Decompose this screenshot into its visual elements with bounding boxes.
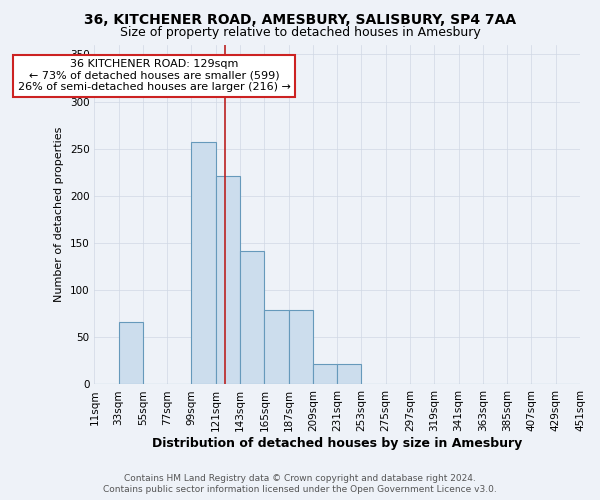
Bar xyxy=(240,250,265,384)
Text: 36 KITCHENER ROAD: 129sqm
← 73% of detached houses are smaller (599)
26% of semi: 36 KITCHENER ROAD: 129sqm ← 73% of detac… xyxy=(17,59,290,92)
Bar xyxy=(265,310,289,384)
Bar xyxy=(191,142,216,384)
Bar xyxy=(216,176,240,384)
Y-axis label: Number of detached properties: Number of detached properties xyxy=(54,127,64,302)
Bar xyxy=(289,310,313,384)
Text: Size of property relative to detached houses in Amesbury: Size of property relative to detached ho… xyxy=(119,26,481,39)
X-axis label: Distribution of detached houses by size in Amesbury: Distribution of detached houses by size … xyxy=(152,437,523,450)
Bar xyxy=(313,364,337,384)
Text: 36, KITCHENER ROAD, AMESBURY, SALISBURY, SP4 7AA: 36, KITCHENER ROAD, AMESBURY, SALISBURY,… xyxy=(84,12,516,26)
Bar xyxy=(119,322,143,384)
Bar xyxy=(337,364,361,384)
Text: Contains HM Land Registry data © Crown copyright and database right 2024.
Contai: Contains HM Land Registry data © Crown c… xyxy=(103,474,497,494)
